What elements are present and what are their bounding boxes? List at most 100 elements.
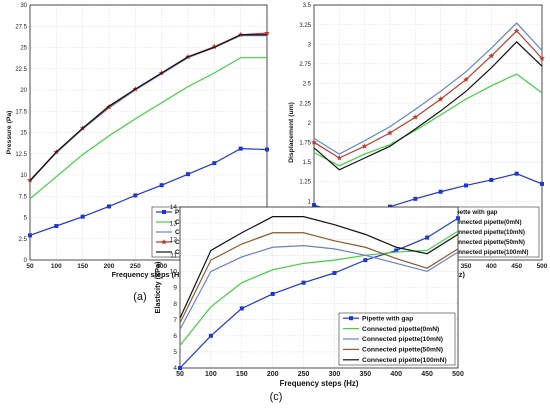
- x-tick-label-c-8: 450: [421, 371, 433, 378]
- marker-b-s0-p9: [540, 181, 544, 186]
- y-tick-label-b-5: 1.5: [303, 160, 312, 166]
- marker-c-s0-p8: [425, 235, 430, 240]
- x-tick-label-c-0: 50: [176, 371, 184, 378]
- y-tick-label-b-4: 1.25: [299, 180, 311, 186]
- series-line-c-2: [179, 245, 459, 330]
- y-tick-label-b-12: 3.25: [299, 23, 311, 29]
- x-tick-label-a-5: 300: [156, 263, 167, 270]
- y-tick-label-c-7: 11: [170, 253, 177, 260]
- y-tick-label-a-6: 15: [20, 131, 27, 137]
- series-line-a-1: [29, 57, 267, 200]
- y-tick-label-a-3: 7.5: [19, 194, 28, 200]
- y-tick-label-a-11: 27.5: [15, 24, 27, 30]
- marker-c-s0-p4: [301, 280, 306, 285]
- marker-c-legend-s0-p0: [349, 316, 353, 321]
- y-tick-label-b-8: 2.25: [299, 101, 311, 107]
- y-tick-label-a-8: 20: [20, 88, 27, 94]
- y-tick-label-c-1: 5: [173, 349, 177, 356]
- panel-caption-a: (a): [133, 291, 146, 303]
- marker-b-s3-p3: [387, 129, 393, 136]
- y-tick-label-b-7: 2: [308, 121, 312, 127]
- marker-b-s0-p8: [514, 171, 519, 176]
- legend-label-c-4: Connected pipette(100mN): [362, 357, 447, 364]
- y-tick-label-c-4: 8: [173, 301, 177, 308]
- x-tick-label-b-8: 450: [511, 263, 522, 270]
- x-tick-label-c-2: 150: [236, 371, 248, 378]
- y-tick-label-c-0: 4: [173, 365, 177, 372]
- marker-b-s0-p5: [438, 189, 443, 194]
- y-tick-label-a-5: 12.5: [15, 152, 27, 158]
- series-line-a-0: [29, 148, 268, 236]
- marker-c-s0-p5: [332, 271, 337, 276]
- y-tick-label-c-5: 9: [173, 285, 177, 292]
- marker-a-s0-p6: [186, 172, 190, 177]
- marker-c-s0-p6: [363, 258, 368, 263]
- y-tick-label-a-0: 0: [24, 258, 28, 264]
- marker-b-s0-p6: [464, 183, 468, 188]
- marker-a-s0-p1: [54, 224, 59, 228]
- y-tick-label-b-11: 3: [308, 42, 312, 48]
- legend-label-c-3: Connected pipette(50mN): [362, 347, 443, 354]
- y-tick-label-b-13: 3.5: [303, 3, 312, 9]
- x-tick-label-c-4: 250: [298, 371, 310, 378]
- marker-a-s0-p3: [107, 204, 111, 209]
- y-tick-label-b-9: 2.5: [303, 82, 312, 88]
- marker-a-s0-p2: [80, 214, 85, 219]
- legend-label-b-4: Connected pipette(100mN): [450, 249, 528, 256]
- x-tick-label-b-7: 400: [486, 263, 497, 270]
- series-line-c-0: [179, 217, 459, 369]
- series-line-b-2: [313, 22, 543, 155]
- x-tick-label-c-7: 400: [390, 371, 402, 378]
- marker-a-s3-p9: [264, 30, 270, 36]
- marker-a-s0-p0: [28, 233, 32, 238]
- marker-b-s3-p4: [412, 114, 419, 120]
- marker-a-s0-p9: [265, 147, 269, 152]
- y-tick-label-b-3: 1: [308, 199, 312, 205]
- marker-c-s0-p1: [208, 333, 213, 338]
- marker-b-s0-p4: [413, 196, 418, 201]
- marker-a-s0-p5: [159, 183, 164, 188]
- x-tick-label-b-9: 500: [537, 263, 548, 270]
- x-tick-label-c-9: 500: [452, 371, 464, 378]
- marker-c-s0-p7: [394, 248, 399, 253]
- marker-c-s0-p9: [456, 216, 460, 221]
- series-line-c-1: [179, 230, 459, 346]
- series-line-b-1: [313, 73, 543, 167]
- marker-b-s3-p7: [488, 53, 495, 59]
- marker-b-s3-p2: [361, 143, 368, 149]
- x-tick-label-b-6: 350: [461, 263, 472, 270]
- y-axis-label-c: Elasticity (kPa): [153, 261, 162, 313]
- marker-a-legend-s3-p0: [161, 239, 167, 245]
- marker-b-s3-p0: [311, 139, 317, 145]
- series-line-a-4: [29, 34, 267, 182]
- y-tick-label-c-10: 14: [170, 204, 178, 211]
- y-tick-label-c-9: 13: [170, 220, 178, 227]
- marker-b-s0-p7: [489, 177, 494, 182]
- y-tick-label-c-8: 12: [170, 236, 178, 243]
- y-tick-label-a-10: 25: [20, 46, 27, 52]
- legend-label-b-0: Pipette with gap: [450, 209, 498, 216]
- marker-c-s0-p2: [239, 306, 244, 311]
- legend-label-b-2: Connected pipette(10mN): [450, 229, 525, 236]
- axes-frame-c: [179, 206, 459, 369]
- legend-label-b-1: Connected pipette(0mN): [450, 219, 522, 226]
- y-tick-label-a-2: 5: [24, 216, 28, 222]
- marker-a-s0-p4: [133, 193, 138, 198]
- chart-c: 50 100 150 200 250 300 350 400 450 500 4 5 6 7 8 9 10 11 1…: [153, 204, 464, 403]
- legend-label-c-1: Connected pipette(0mN): [362, 326, 439, 333]
- marker-b-s0-p0: [312, 203, 316, 208]
- axes-frame-a: [29, 4, 268, 261]
- marker-b-s3-p5: [437, 96, 444, 102]
- marker-a-s0-p7: [212, 161, 217, 166]
- marker-b-s3-p9: [539, 55, 545, 61]
- x-tick-label-c-5: 300: [329, 371, 341, 378]
- x-tick-label-a-1: 100: [51, 263, 62, 270]
- panel-caption-c: (c): [270, 391, 283, 403]
- legend-label-b-3: Connected pipette(50mN): [450, 239, 525, 246]
- legend-label-c-0: Pipette with gap: [362, 315, 413, 322]
- marker-b-s3-p8: [513, 27, 520, 34]
- y-tick-label-a-9: 22.5: [15, 67, 27, 73]
- y-tick-label-c-2: 6: [173, 333, 177, 340]
